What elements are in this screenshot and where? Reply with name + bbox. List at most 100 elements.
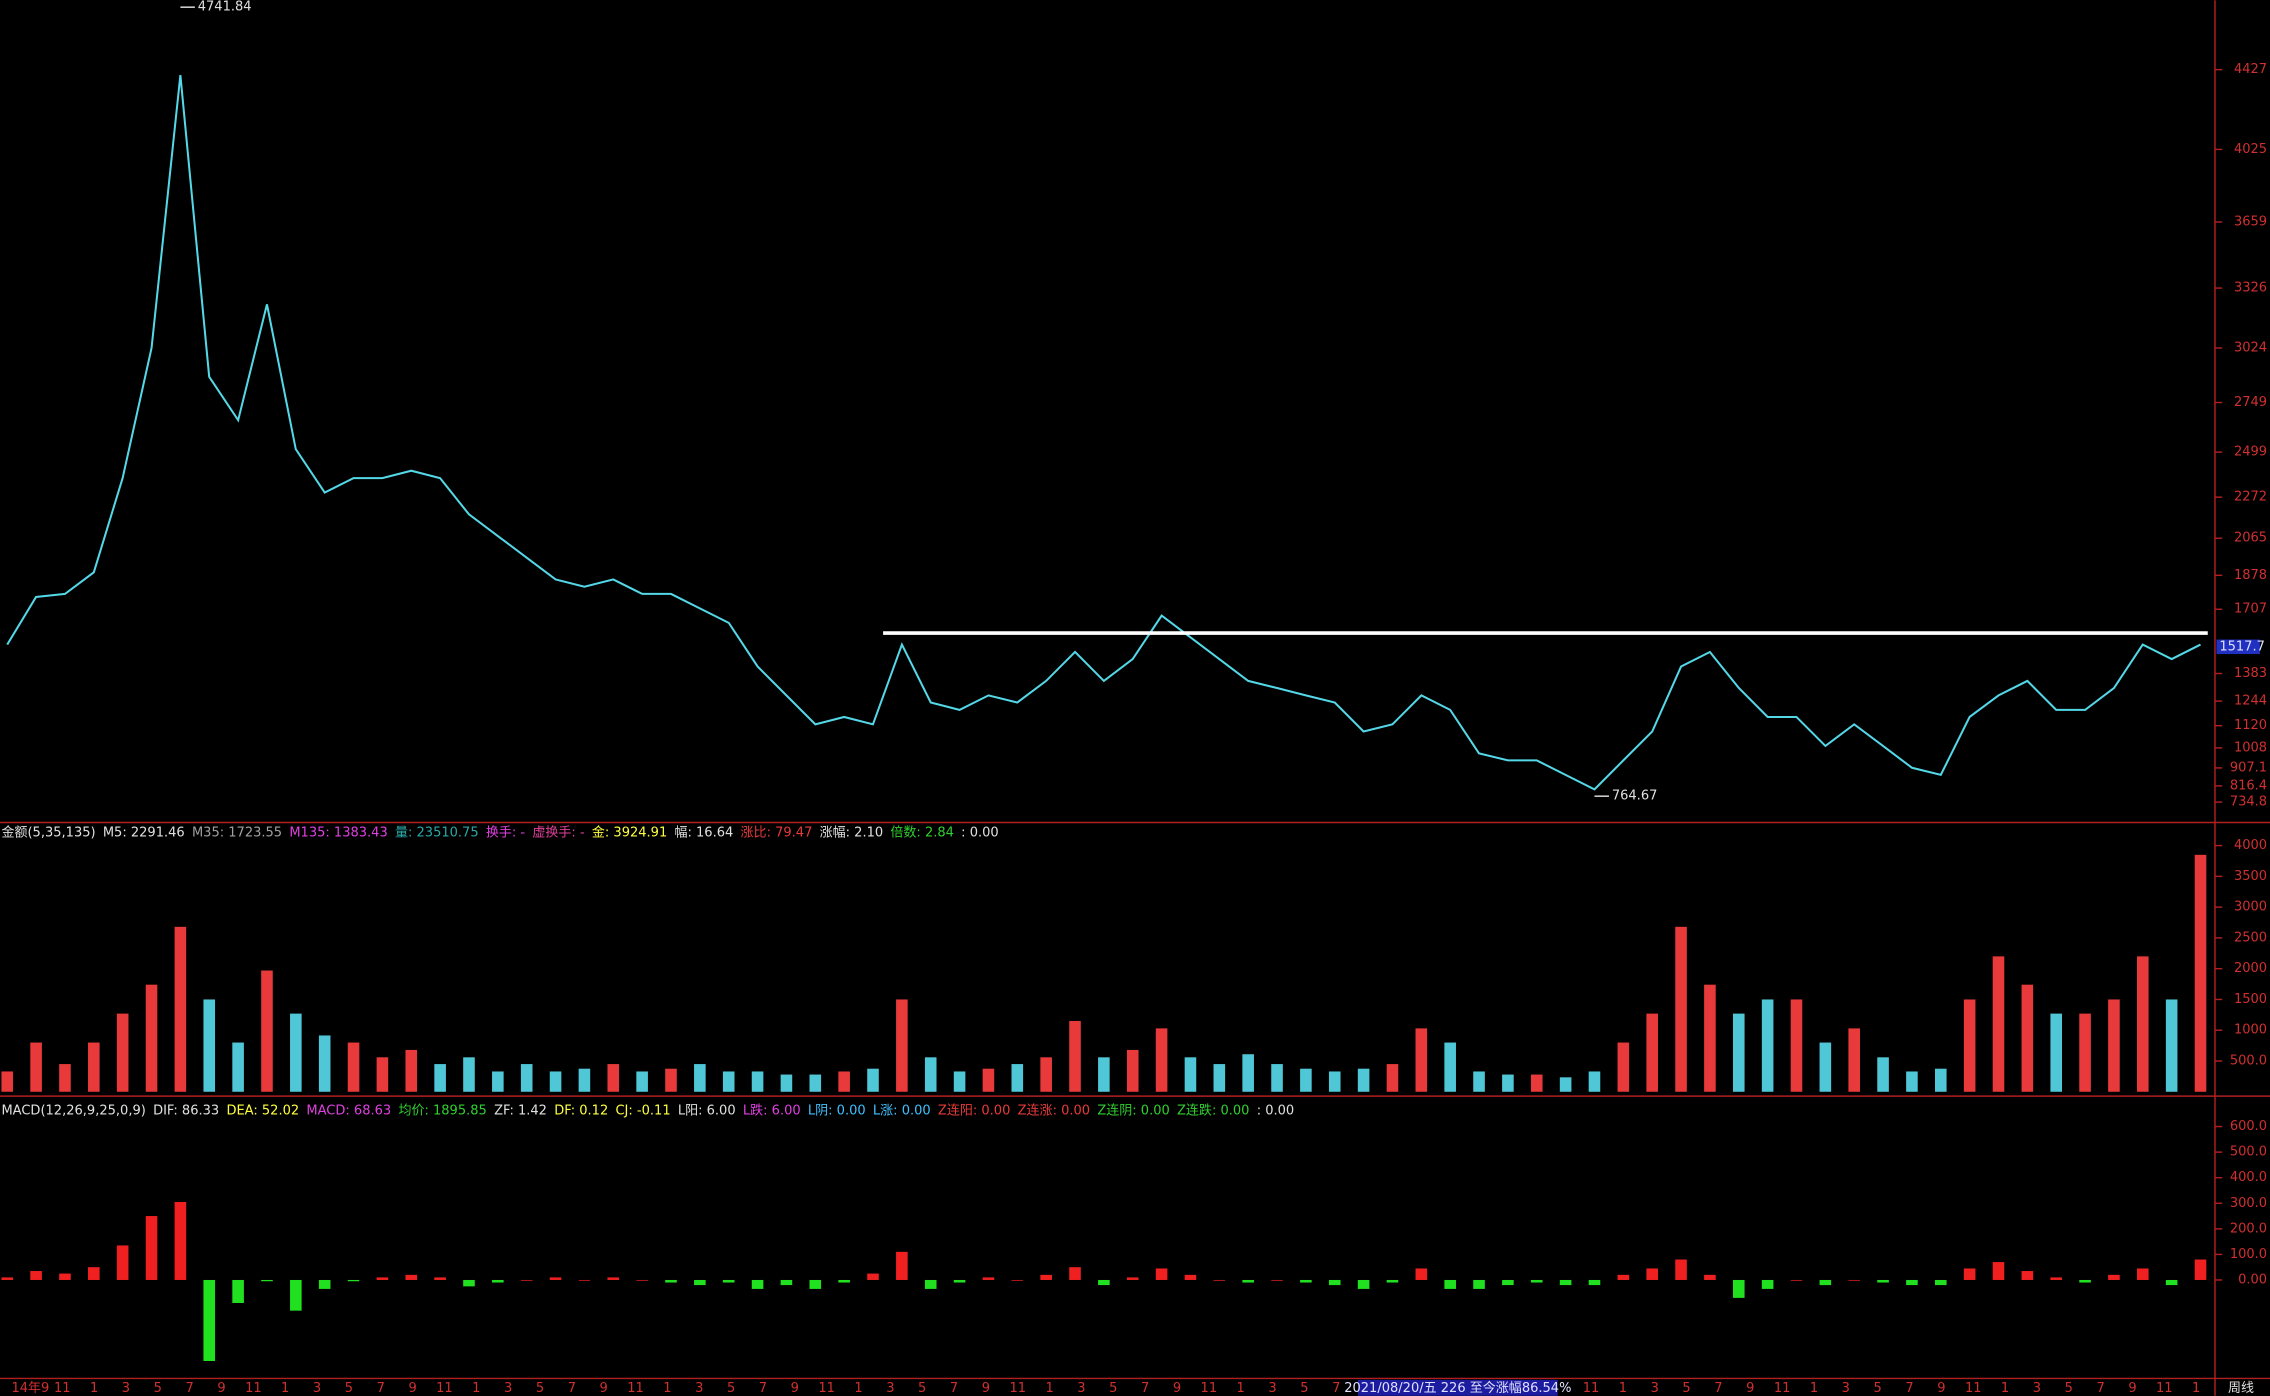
y-tick-label: 300.0 [2230, 1196, 2267, 1211]
volume-bar [1357, 1068, 1370, 1092]
y-tick-label: 907.1 [2230, 760, 2267, 775]
x-axis-label: 1 [1237, 1381, 1245, 1396]
volume-bar [1588, 1071, 1601, 1092]
volume-bar [1530, 1074, 1543, 1092]
macd-bar [2021, 1271, 2034, 1280]
panel-header: MACD(12,26,9,25,0,9) DIF: 86.33 DEA: 52.02… [1, 1102, 1294, 1118]
y-tick-label: 0.00 [2238, 1272, 2267, 1287]
header-item: 换手: - [486, 825, 526, 840]
macd-bar [30, 1271, 42, 1280]
x-axis-label: 5 [345, 1381, 353, 1396]
x-axis-label: 3 [1651, 1381, 1659, 1396]
x-axis-label: 9 [600, 1381, 608, 1396]
macd-bar [2194, 1259, 2207, 1280]
volume-bar [1790, 999, 1803, 1092]
x-axis-label: 7 [377, 1381, 385, 1396]
macd-bar [1069, 1267, 1081, 1280]
macd-bar [1098, 1279, 1110, 1286]
macd-bar [1617, 1274, 1630, 1280]
macd-bar [232, 1279, 244, 1303]
header-item: 金: 3924.91 [592, 824, 667, 840]
y-tick-label: 2065 [2234, 531, 2267, 546]
volume-bar [1819, 1042, 1832, 1092]
y-tick-label: 4025 [2234, 142, 2267, 157]
header-item: M5: 2291.46 [103, 825, 185, 840]
macd-bar [780, 1279, 793, 1286]
x-axis-label: 7 [1714, 1381, 1722, 1396]
x-axis-label: 5 [1682, 1381, 1690, 1396]
x-axis-label: 1 [2192, 1381, 2200, 1396]
y-tick-label: 734.8 [2230, 795, 2267, 810]
volume-bar [1242, 1054, 1254, 1092]
x-axis-label: 3 [122, 1381, 130, 1396]
status-date: 2021/08/20/五 226 至今涨幅86.54% [1344, 1380, 1571, 1396]
header-item: DEA: 52.02 [226, 1103, 299, 1118]
header-item: MACD(12,26,9,25,0,9) [1, 1103, 145, 1118]
x-axis-label: 5 [536, 1381, 544, 1396]
volume-bar [1848, 1028, 1860, 1092]
macd-bar [405, 1274, 418, 1280]
header-item: MACD: 68.63 [306, 1103, 391, 1118]
y-tick-label: 200.0 [2230, 1221, 2267, 1236]
macd-bar [1357, 1279, 1370, 1289]
high-label: 4741.84 [198, 0, 252, 15]
macd-bar [1415, 1268, 1428, 1280]
last-price-box [2216, 639, 2260, 655]
macd-bar [1877, 1279, 1889, 1283]
x-axis-label: 7 [186, 1381, 194, 1396]
volume-bar [1559, 1077, 1572, 1092]
x-axis-label: 7 [568, 1381, 576, 1396]
macd-bar [261, 1279, 273, 1282]
header-item: 虚换手: - [532, 825, 585, 840]
panel-header: 金额(5,35,135) M5: 2291.46 M35: 1723.55 M135:… [1, 824, 998, 840]
status-box [1357, 1379, 1558, 1396]
x-axis-label: 7 [1332, 1381, 1340, 1396]
volume-bar [1963, 999, 1976, 1092]
x-axis-label: 5 [918, 1381, 926, 1396]
x-axis-label: 9 [1173, 1381, 1181, 1396]
macd-bar [1040, 1274, 1052, 1280]
macd-bar [1444, 1279, 1456, 1289]
x-axis-label: 11 [627, 1381, 644, 1396]
macd-bar [924, 1279, 937, 1289]
header-item: 涨比: 79.47 [741, 825, 813, 840]
macd-bar [145, 1216, 158, 1280]
macd-bar [1473, 1279, 1485, 1289]
y-tick-label: 4427 [2234, 62, 2267, 77]
y-tick-label: 2272 [2234, 490, 2267, 505]
macd-bar [2079, 1279, 2091, 1283]
header-item: L阳: 6.00 [678, 1103, 736, 1118]
period-label[interactable]: 周线 [2228, 1381, 2254, 1396]
y-tick-label: 600.0 [2230, 1119, 2267, 1134]
macd-bar [2108, 1274, 2120, 1280]
header-item: M35: 1723.55 [192, 825, 282, 840]
volume-bar [953, 1071, 966, 1092]
macd-bar [174, 1201, 187, 1280]
volume-bar [1761, 999, 1774, 1092]
macd-bar [434, 1277, 446, 1280]
y-tick-label: 4000 [2234, 838, 2267, 853]
header-item: L阴: 0.00 [808, 1103, 866, 1118]
macd-bar [1906, 1279, 1918, 1286]
volume-bar [145, 984, 158, 1092]
header-item: Z连阴: 0.00 [1097, 1102, 1169, 1118]
volume-bar [751, 1071, 764, 1092]
price-line [6, 74, 2201, 791]
macd-bar [838, 1279, 850, 1283]
header-item: L涨: 0.00 [873, 1103, 931, 1118]
volume-bar [2021, 984, 2034, 1092]
volume-bar [1040, 1057, 1052, 1092]
x-axis-label: 3 [1268, 1381, 1276, 1396]
macd-bar [1963, 1268, 1976, 1280]
macd-bar [694, 1279, 706, 1286]
volume-bar [492, 1071, 504, 1092]
volume-bar [1011, 1064, 1024, 1092]
macd-bar [1675, 1259, 1687, 1280]
y-tick-label: 816.4 [2230, 778, 2267, 793]
x-axis-label: 1 [90, 1381, 98, 1396]
macd-bar [1011, 1279, 1024, 1281]
volume-bar [665, 1068, 677, 1092]
volume-bar [347, 1042, 360, 1092]
x-axis-label: 7 [1905, 1381, 1913, 1396]
